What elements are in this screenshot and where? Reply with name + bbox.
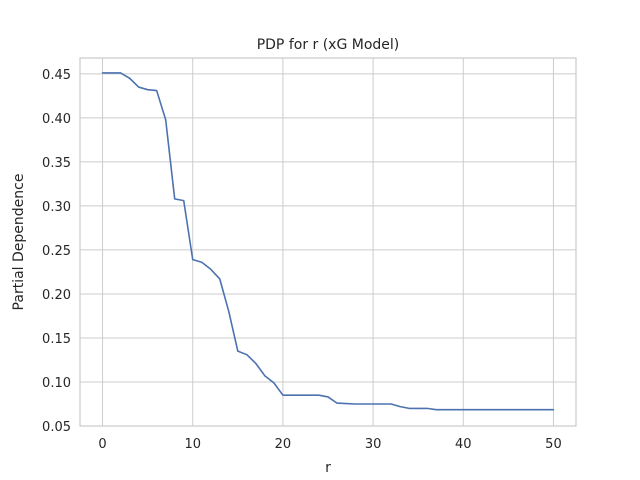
y-tick-label: 0.15 [42,332,71,347]
y-tick-label: 0.10 [42,376,71,391]
plot-frame [79,57,577,427]
y-tick-label: 0.05 [42,420,71,435]
y-tick-label: 0.40 [42,112,71,127]
y-ticks: 0.05 0.10 0.15 0.20 0.25 0.30 0.35 0.40 0.45 [42,68,71,435]
y-axis-label: Partial Dependence [11,174,27,311]
x-ticks: 0 10 20 30 40 50 [98,437,561,452]
y-tick-label: 0.45 [42,68,71,83]
y-tick-label: 0.20 [42,288,71,303]
x-tick-label: 10 [184,437,201,452]
x-tick-label: 40 [455,437,472,452]
series-line [101,72,555,411]
x-tick-label: 0 [98,437,106,452]
x-tick-label: 30 [365,437,382,452]
chart-title: PDP for r (xG Model) [257,37,400,53]
x-tick-label: 50 [545,437,562,452]
y-tick-label: 0.35 [42,156,71,171]
grid [80,58,576,427]
series-group [101,72,555,411]
x-axis-label: r [325,460,331,476]
x-tick-label: 20 [275,437,292,452]
y-tick-label: 0.30 [42,200,71,215]
y-tick-label: 0.25 [42,244,71,259]
